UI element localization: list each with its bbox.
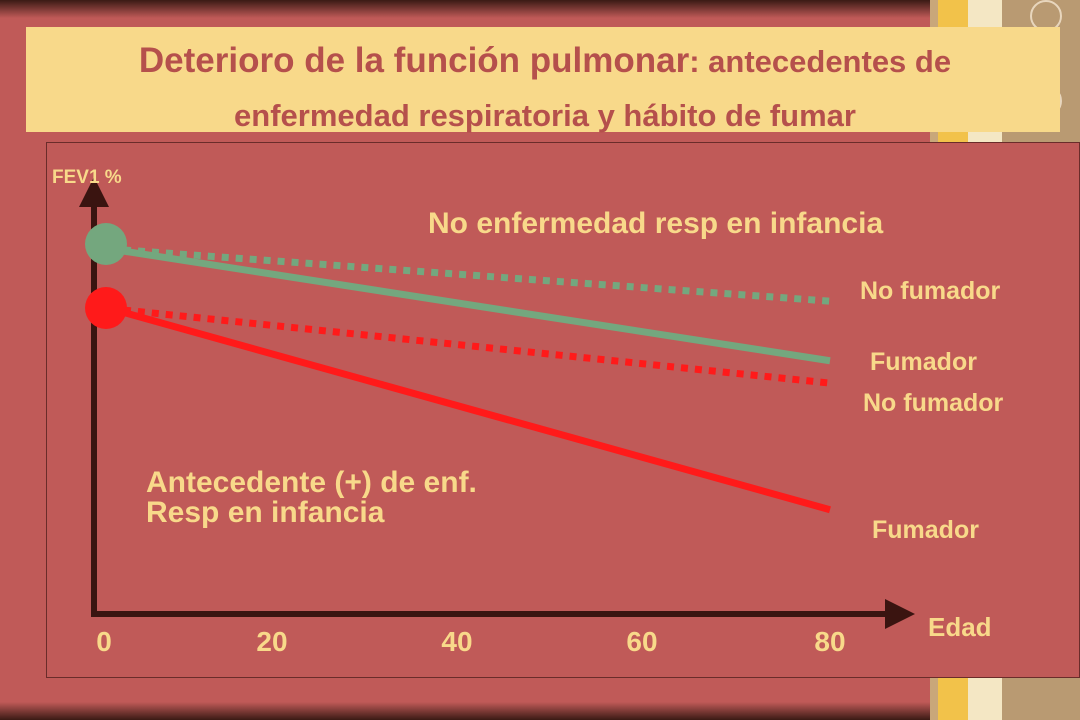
x-axis-label: Edad: [928, 612, 992, 642]
series-label-disease-nonsmoker: No fumador: [863, 389, 1004, 417]
title-main: Deterioro de la función pulmonar: [138, 41, 690, 80]
x-tick-label: 60: [626, 626, 657, 657]
series-no-disease-smoker: [109, 245, 831, 365]
y-axis-label: FEV1 %: [52, 167, 122, 188]
chart-frame: [46, 142, 1080, 678]
group-label-no-disease: No enfermedad resp en infancia: [428, 207, 883, 240]
start-marker-green: [85, 223, 127, 265]
slide-title: Deterioro de la función pulmonar: antece…: [26, 27, 1060, 133]
group-label-disease-line2: Resp en infancia: [146, 496, 385, 529]
x-tick-label: 80: [814, 626, 845, 657]
series-label-no-disease-nonsmoker: No fumador: [860, 277, 1001, 305]
x-tick-label: 20: [256, 626, 287, 657]
x-tick-label: 40: [441, 626, 472, 657]
group-label-disease-line1: Antecedente (+) de enf.: [146, 466, 477, 499]
x-tick-label: 0: [96, 626, 112, 657]
series-no-disease-nonsmoker: [109, 245, 831, 305]
title-subtitle: : antecedentes de enfermedad respiratori…: [234, 44, 952, 133]
series-label-disease-smoker: Fumador: [872, 516, 979, 544]
series-label-no-disease-smoker: Fumador: [870, 348, 977, 376]
series-disease-nonsmoker: [109, 305, 831, 387]
series-disease-smoker: [109, 305, 831, 514]
start-marker-red: [85, 287, 127, 329]
